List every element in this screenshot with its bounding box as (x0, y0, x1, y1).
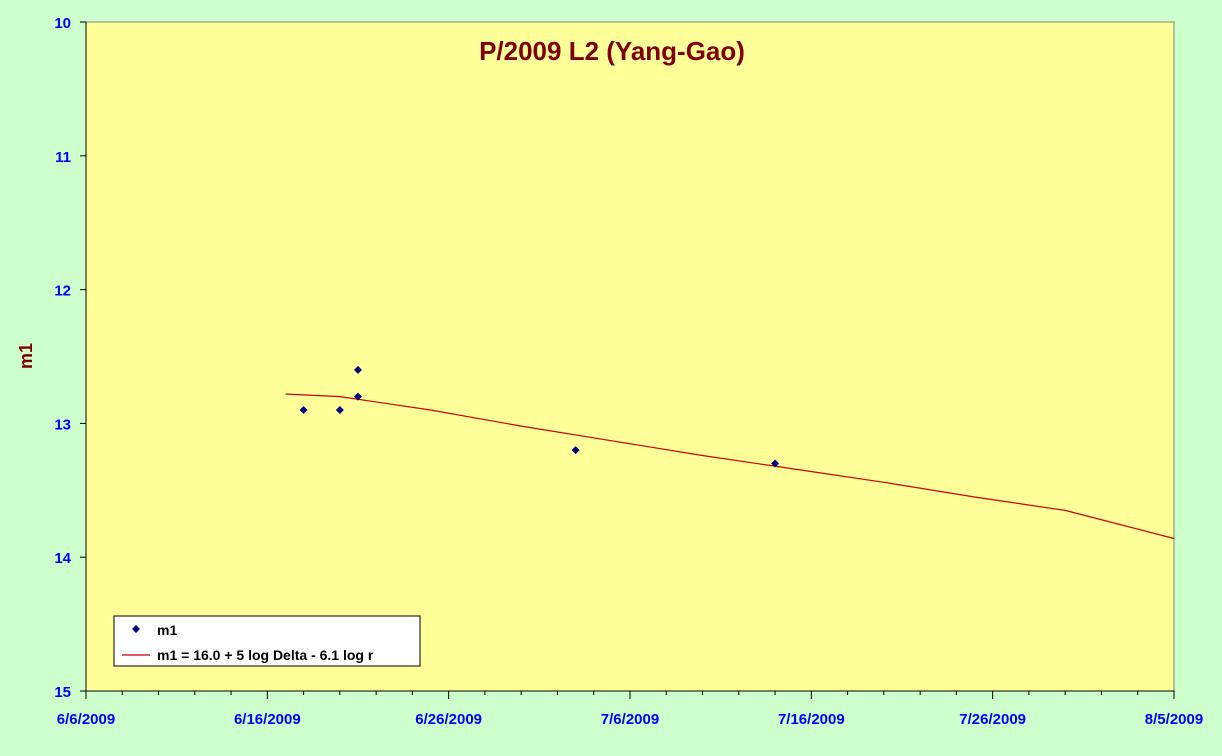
y-tick-label: 11 (55, 149, 71, 166)
x-tick-label: 7/6/2009 (601, 711, 659, 728)
x-axis: 6/6/2009 6/16/2009 6/26/2009 7/6/2009 7/16/2… (57, 690, 1203, 728)
x-tick-label: 7/16/2009 (778, 711, 845, 728)
data-point (354, 365, 362, 374)
legend-box (113, 615, 421, 667)
y-tick-label: 14 (54, 550, 71, 567)
legend: m1 m1 = 16.0 + 5 log Delta - 6.1 log r (113, 615, 421, 667)
trend-line (285, 393, 1175, 540)
plot-area (85, 21, 1175, 692)
x-tick-label: 6/6/2009 (57, 711, 115, 728)
data-point (771, 459, 780, 468)
points-layer (299, 365, 780, 468)
data-point (354, 392, 362, 401)
legend-marker-icon (132, 625, 140, 633)
x-tick-label: 6/26/2009 (415, 711, 482, 728)
trend-layer (285, 393, 1175, 540)
data-point (335, 406, 344, 415)
legend-label-trend: m1 = 16.0 + 5 log Delta - 6.1 log r (157, 647, 374, 663)
x-tick-label: 6/16/2009 (234, 711, 301, 728)
data-point (571, 446, 580, 455)
y-axis: 10 11 12 13 14 15 (54, 15, 87, 701)
y-tick-label: 13 (54, 416, 71, 433)
y-tick-label: 15 (54, 684, 71, 701)
y-tick-label: 12 (54, 283, 71, 300)
data-point (299, 406, 308, 415)
y-tick-label: 10 (54, 15, 71, 32)
x-tick-label: 7/26/2009 (959, 711, 1026, 728)
y-axis-label: m1 (16, 343, 36, 369)
x-tick-label: 8/5/2009 (1145, 711, 1203, 728)
chart-title: P/2009 L2 (Yang-Gao) (479, 36, 745, 66)
legend-label-scatter: m1 (157, 622, 177, 638)
